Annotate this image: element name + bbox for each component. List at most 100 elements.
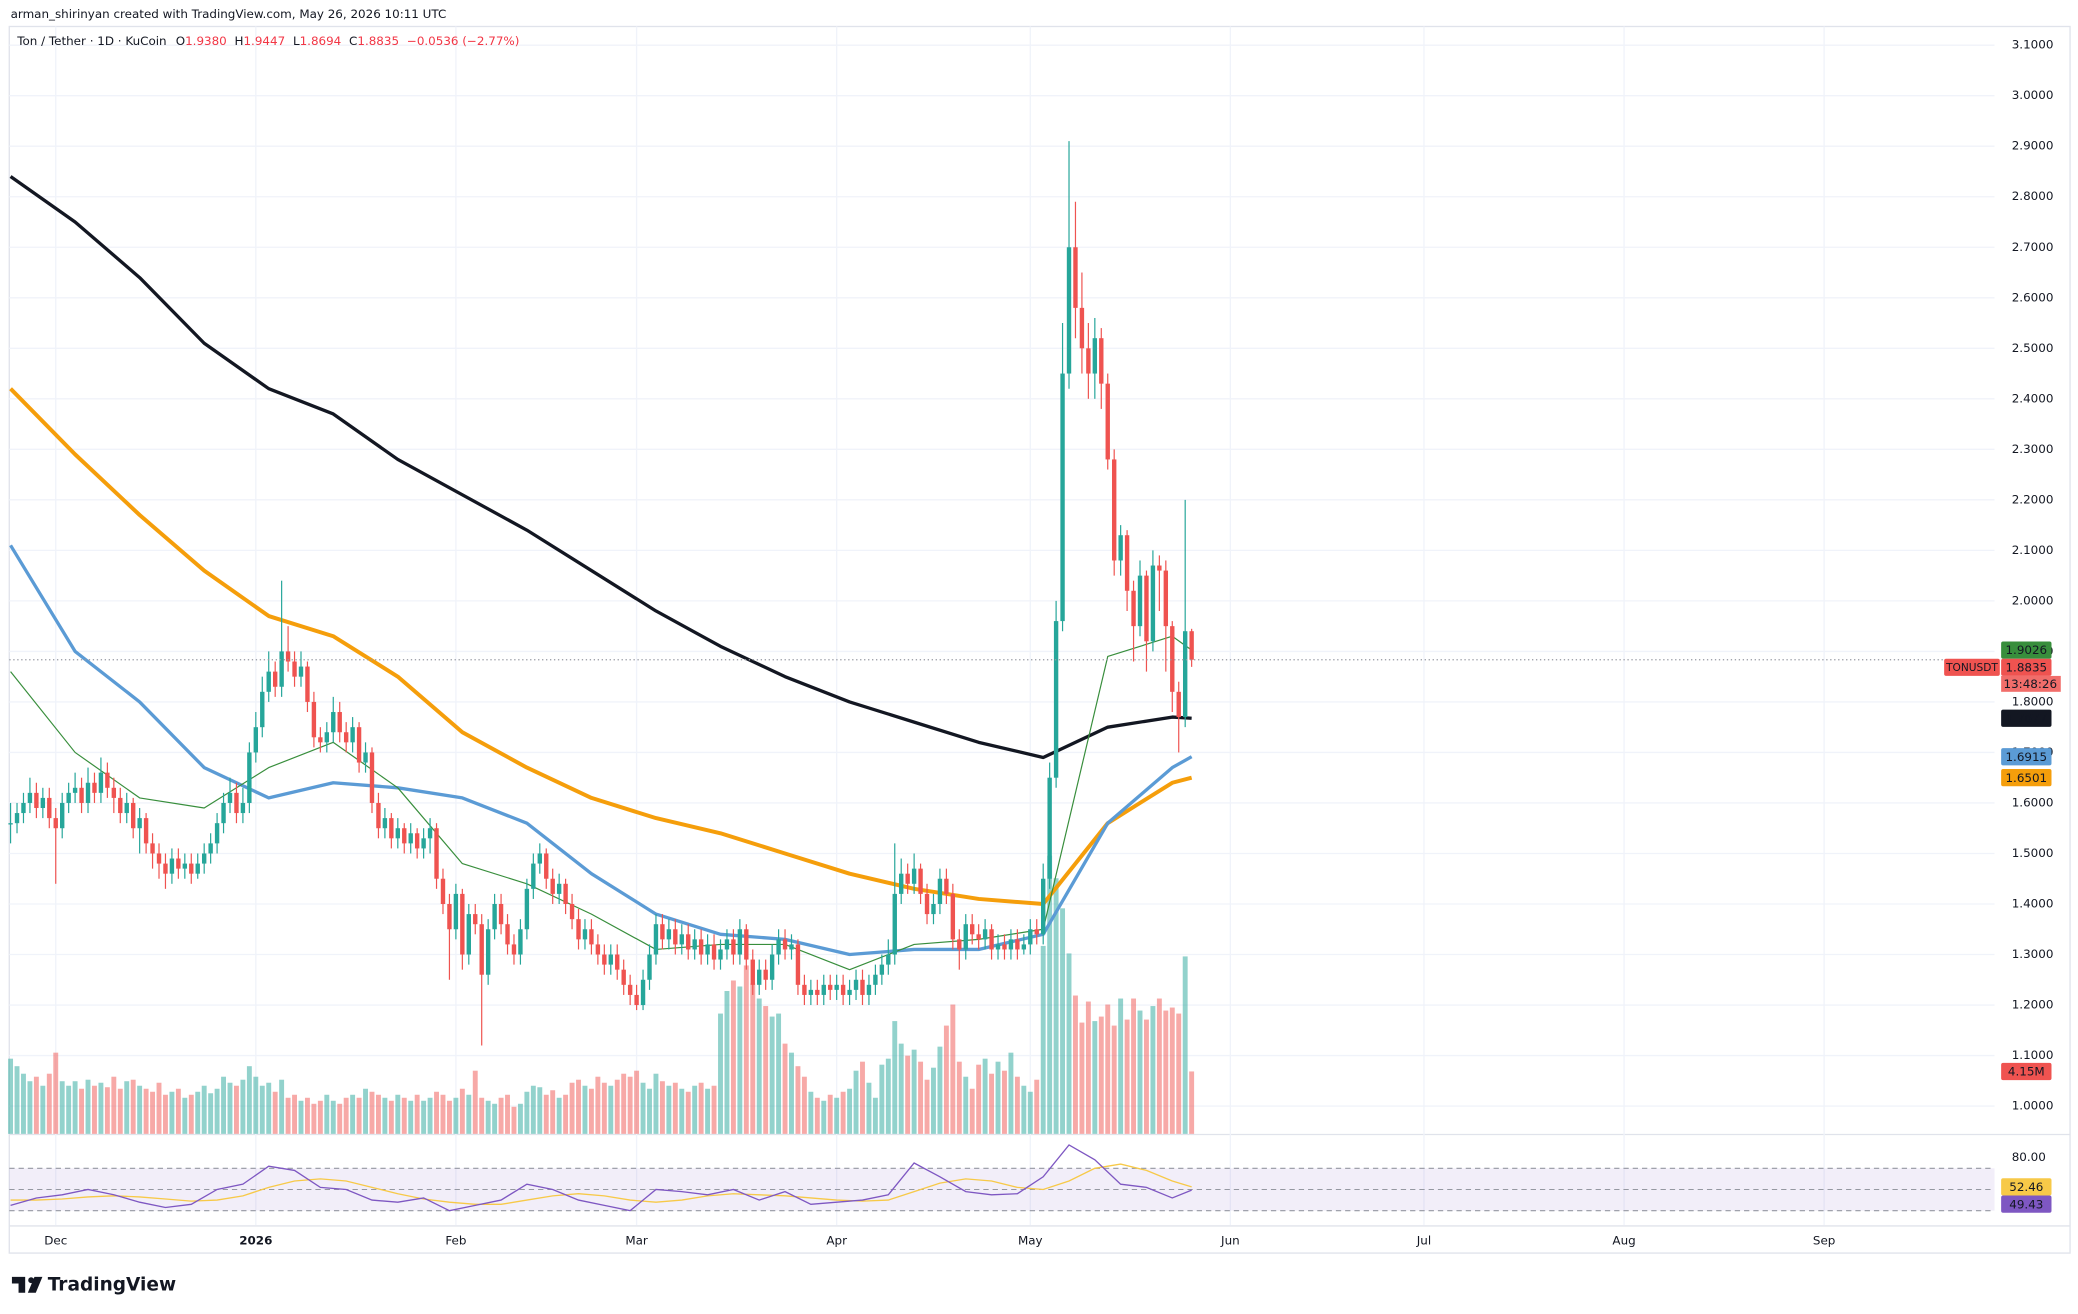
candle-body: [221, 802, 226, 824]
candle-body: [1144, 575, 1149, 642]
candle-body: [866, 984, 872, 995]
candle-body: [937, 878, 943, 904]
candle-body: [1118, 535, 1123, 561]
candle-body: [169, 858, 175, 874]
countdown: 13:48:26: [2004, 677, 2057, 691]
volume-bar: [21, 1073, 26, 1134]
candle-body: [40, 797, 46, 809]
candle-body: [266, 671, 271, 692]
candle-body: [421, 838, 426, 849]
ma-value-label-box: [2001, 709, 2052, 727]
rsi-value-label-box: [2001, 1195, 2052, 1213]
candle-body: [569, 903, 575, 920]
candle-body: [253, 727, 259, 753]
close-value: 1.8835: [357, 34, 399, 48]
volume-bar: [221, 1076, 227, 1134]
candle-body: [995, 944, 1001, 950]
volume-bar: [588, 1088, 594, 1134]
candle-body: [782, 939, 788, 950]
volume-bar: [169, 1091, 175, 1134]
candle-body: [214, 823, 220, 844]
candle-body: [563, 883, 568, 904]
candle-body: [369, 752, 375, 803]
volume-bar: [666, 1085, 672, 1134]
candle-body: [414, 833, 420, 849]
candle-body: [640, 979, 646, 1006]
candle-body: [1099, 338, 1104, 384]
volume-bar: [918, 1061, 924, 1134]
volume-bar: [808, 1091, 814, 1134]
volume-bar: [330, 1100, 336, 1134]
chart-frame: [8, 25, 2071, 1254]
candle-body: [356, 727, 362, 763]
candle-body: [853, 979, 859, 990]
volume-bar: [505, 1094, 510, 1134]
candle-body: [744, 929, 749, 960]
candle-body: [582, 929, 588, 940]
y-tick-label: 2.4000: [2012, 391, 2054, 405]
ma-value-label-box: [2001, 769, 2052, 787]
candle-body: [195, 863, 200, 874]
candle-body: [473, 914, 478, 925]
brand-logo: TradingView: [11, 1274, 176, 1295]
volume-bar: [1182, 956, 1188, 1134]
volume-bar: [208, 1093, 214, 1134]
volume-bar: [1111, 1025, 1117, 1134]
candle-body: [615, 954, 620, 970]
volume-bar: [466, 1094, 472, 1134]
volume-bar: [924, 1079, 930, 1134]
candle-body: [247, 752, 252, 803]
candle-body: [111, 787, 117, 798]
candle-body: [1021, 944, 1027, 950]
candle-body: [899, 873, 904, 894]
x-tick-label: May: [1018, 1234, 1043, 1248]
candle-body: [924, 893, 930, 915]
volume-bar: [1079, 1022, 1085, 1134]
candle-body: [737, 929, 743, 955]
volume-bar: [375, 1094, 381, 1134]
candle-body: [634, 994, 639, 1006]
volume-bar: [311, 1103, 317, 1134]
candle-body: [815, 989, 820, 995]
volume-bar: [1008, 1052, 1014, 1134]
volume-bar: [150, 1091, 156, 1134]
candle-body: [931, 903, 936, 915]
volume-bar: [1105, 1004, 1111, 1134]
volume-bar: [440, 1094, 446, 1134]
x-tick-label: Jul: [1416, 1234, 1431, 1248]
candle-body: [34, 792, 39, 809]
candle-body: [686, 934, 691, 950]
candle-body: [795, 944, 801, 985]
volume-bar: [8, 1058, 14, 1134]
candle-body: [576, 919, 581, 940]
volume-bar: [66, 1085, 72, 1134]
candle-body: [285, 651, 291, 662]
axis-labels: 1.0000 1.1000 1.2000 1.3000 1.4000 1.5000 1.60…: [9, 38, 2061, 1248]
candle-body: [47, 797, 52, 819]
volume-label: 4.15M: [2008, 1065, 2045, 1079]
volume-bar: [653, 1073, 659, 1134]
volume-bar: [401, 1097, 407, 1134]
volume-bar: [104, 1087, 110, 1134]
candle-body: [524, 888, 530, 930]
last-price-label-box: [2001, 658, 2052, 676]
volume-bar: [195, 1091, 201, 1134]
candle-body: [1150, 565, 1156, 642]
y-tick-label: 1.8000: [2012, 694, 2054, 708]
volume-bar: [1150, 1006, 1156, 1134]
y-tick-label: 1.0000: [2012, 1099, 2054, 1113]
candle-body: [1008, 939, 1014, 950]
candle-body: [531, 863, 536, 889]
volume-bar: [79, 1088, 85, 1134]
candle-body: [163, 863, 168, 874]
candle-body: [234, 792, 239, 814]
volume-bar: [847, 1088, 853, 1134]
candle-body: [1137, 575, 1143, 627]
candle-body: [879, 964, 885, 975]
volume-bar: [498, 1097, 504, 1134]
volume-bar: [143, 1088, 149, 1134]
candle-body: [92, 782, 97, 793]
candle-body: [66, 792, 71, 803]
volume-bar: [1131, 998, 1137, 1134]
